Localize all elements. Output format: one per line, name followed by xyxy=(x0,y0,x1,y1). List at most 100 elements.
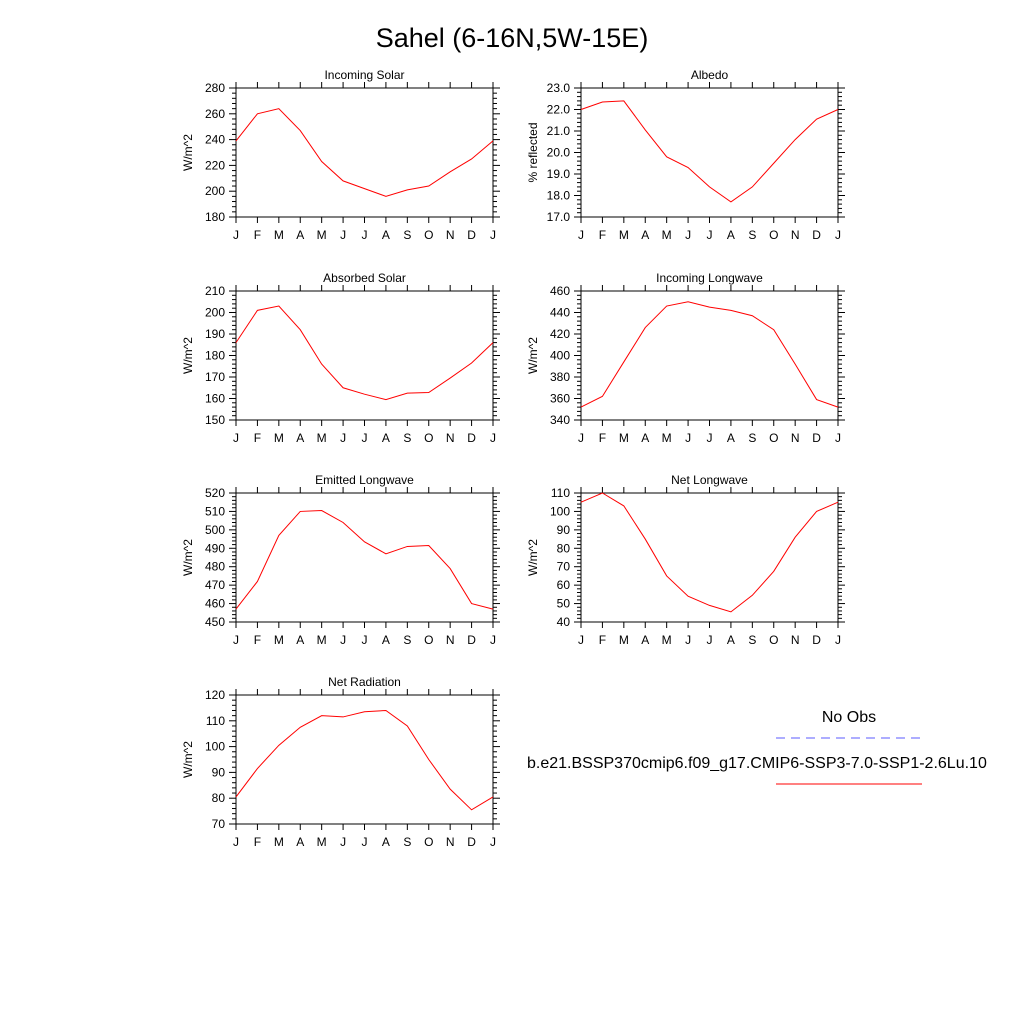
x-tick-label: S xyxy=(403,835,411,849)
y-tick-label: 20.0 xyxy=(547,146,571,160)
plot-frame xyxy=(235,290,494,421)
y-tick-label: 510 xyxy=(205,504,225,518)
x-tick-label: J xyxy=(685,633,691,647)
x-tick-label: F xyxy=(254,431,261,445)
x-tick-label: F xyxy=(254,633,261,647)
x-tick-label: J xyxy=(578,431,584,445)
x-tick-label: S xyxy=(403,633,411,647)
y-axis-label: W/m^2 xyxy=(526,539,540,576)
plot-frame xyxy=(580,87,839,218)
x-tick-label: J xyxy=(685,431,691,445)
y-axis-label: W/m^2 xyxy=(181,134,195,171)
series-line xyxy=(235,305,494,401)
x-tick-label: A xyxy=(727,431,735,445)
y-axis-label: W/m^2 xyxy=(526,337,540,374)
y-tick-label: 100 xyxy=(550,504,570,518)
x-tick-label: A xyxy=(382,228,390,242)
plot-frame xyxy=(235,694,494,825)
x-tick-label: A xyxy=(296,228,304,242)
y-tick-label: 180 xyxy=(205,349,225,363)
chart-title: Albedo xyxy=(691,68,729,82)
x-tick-label: M xyxy=(619,431,629,445)
x-tick-label: A xyxy=(296,835,304,849)
y-tick-label: 17.0 xyxy=(547,210,571,224)
chart-title: Absorbed Solar xyxy=(323,271,406,285)
x-tick-label: M xyxy=(317,228,327,242)
x-tick-label: J xyxy=(340,835,346,849)
legend: No Obs b.e21.BSSP370cmip6.f09_g17.CMIP6-… xyxy=(527,709,987,785)
x-tick-label: D xyxy=(467,835,476,849)
x-tick-label: J xyxy=(835,633,841,647)
y-tick-label: 480 xyxy=(205,560,225,574)
series-line xyxy=(235,709,494,811)
y-tick-label: 190 xyxy=(205,327,225,341)
legend-obs-label: No Obs xyxy=(822,709,876,726)
y-axis-label: W/m^2 xyxy=(181,741,195,778)
y-tick-label: 23.0 xyxy=(547,81,571,95)
series-line xyxy=(580,100,839,203)
y-tick-label: 400 xyxy=(550,349,570,363)
chart-panel: Absorbed Solar W/m^2 150 160 170 180 190 200 210… xyxy=(181,271,500,445)
x-tick-label: N xyxy=(791,633,800,647)
x-tick-label: A xyxy=(641,431,649,445)
chart-title: Emitted Longwave xyxy=(315,473,414,487)
x-tick-label: O xyxy=(424,633,433,647)
chart-title: Net Radiation xyxy=(328,675,401,689)
y-tick-label: 70 xyxy=(212,817,226,831)
y-tick-label: 460 xyxy=(550,284,570,298)
series-line xyxy=(580,301,839,408)
x-tick-label: J xyxy=(490,431,496,445)
y-axis-label: W/m^2 xyxy=(181,337,195,374)
x-tick-label: A xyxy=(296,633,304,647)
y-tick-label: 420 xyxy=(550,327,570,341)
chart-panel: Incoming Longwave W/m^2 340 360 380 400 420 440… xyxy=(526,271,845,445)
x-tick-label: M xyxy=(274,835,284,849)
x-tick-label: A xyxy=(382,633,390,647)
x-tick-label: M xyxy=(619,228,629,242)
x-tick-label: D xyxy=(812,228,821,242)
x-tick-label: A xyxy=(296,431,304,445)
y-tick-label: 500 xyxy=(205,523,225,537)
x-tick-label: F xyxy=(599,431,606,445)
chart-title: Incoming Longwave xyxy=(656,271,763,285)
x-tick-label: M xyxy=(662,431,672,445)
x-tick-label: M xyxy=(274,228,284,242)
y-tick-label: 18.0 xyxy=(547,189,571,203)
x-tick-label: O xyxy=(424,228,433,242)
y-tick-label: 90 xyxy=(212,765,226,779)
x-tick-label: D xyxy=(467,431,476,445)
y-tick-label: 200 xyxy=(205,184,225,198)
x-tick-label: J xyxy=(340,431,346,445)
x-tick-label: M xyxy=(662,633,672,647)
y-tick-label: 50 xyxy=(557,597,571,611)
x-tick-label: J xyxy=(490,835,496,849)
y-tick-label: 22.0 xyxy=(547,103,571,117)
y-tick-label: 100 xyxy=(205,740,225,754)
y-tick-label: 220 xyxy=(205,158,225,172)
y-tick-label: 70 xyxy=(557,560,571,574)
y-tick-label: 450 xyxy=(205,615,225,629)
y-tick-label: 360 xyxy=(550,392,570,406)
x-tick-label: D xyxy=(812,431,821,445)
plot-frame xyxy=(580,492,839,623)
x-tick-label: J xyxy=(835,228,841,242)
x-tick-label: O xyxy=(424,835,433,849)
y-tick-label: 21.0 xyxy=(547,124,571,138)
x-tick-label: A xyxy=(641,228,649,242)
series-line xyxy=(235,108,494,197)
x-tick-label: S xyxy=(748,228,756,242)
x-tick-label: J xyxy=(707,431,713,445)
x-tick-label: F xyxy=(599,633,606,647)
x-tick-label: J xyxy=(233,835,239,849)
x-tick-label: D xyxy=(812,633,821,647)
x-tick-label: J xyxy=(362,431,368,445)
y-tick-label: 40 xyxy=(557,615,571,629)
y-tick-label: 120 xyxy=(205,688,225,702)
y-tick-label: 170 xyxy=(205,370,225,384)
y-tick-label: 80 xyxy=(557,541,571,555)
x-tick-label: N xyxy=(791,228,800,242)
